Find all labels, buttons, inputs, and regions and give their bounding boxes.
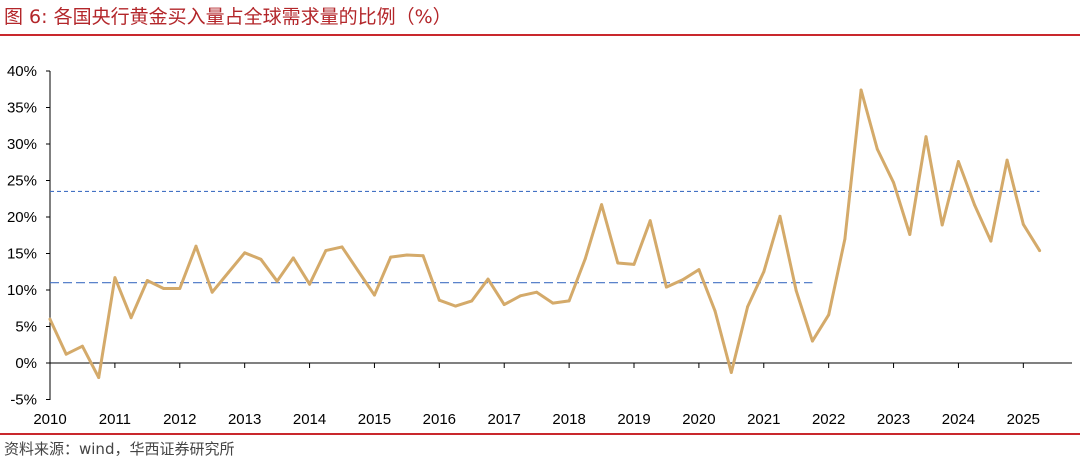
- data-point: [227, 271, 230, 274]
- y-tick-label: -5%: [10, 392, 37, 409]
- data-point: [275, 279, 279, 283]
- data-point: [892, 181, 895, 185]
- x-tick-label: 2012: [163, 411, 196, 428]
- y-tick-label: 5%: [15, 319, 37, 336]
- data-point: [632, 263, 636, 266]
- data-point: [665, 285, 668, 289]
- x-tick-label: 2023: [877, 411, 910, 428]
- x-tick-label: 2020: [682, 411, 715, 428]
- y-tick-label: 20%: [7, 209, 37, 226]
- y-tick-label: 35%: [7, 100, 37, 117]
- data-point: [113, 276, 117, 279]
- x-tick-label: 2017: [488, 411, 521, 428]
- data-point: [259, 257, 263, 261]
- data-point: [648, 219, 652, 223]
- data-point: [811, 339, 814, 343]
- data-point: [340, 245, 344, 249]
- y-tick-label: 40%: [7, 63, 37, 80]
- x-tick-label: 2016: [423, 411, 456, 428]
- data-point: [940, 223, 944, 227]
- data-point: [843, 237, 847, 241]
- data-point: [373, 293, 376, 297]
- data-point: [243, 251, 247, 255]
- x-tick-label: 2019: [617, 411, 650, 428]
- data-point: [454, 304, 457, 308]
- data-point: [729, 371, 733, 374]
- data-point: [210, 290, 214, 294]
- series-line: [48, 88, 1042, 380]
- x-tick-label: 2010: [33, 411, 66, 428]
- data-point: [308, 282, 311, 286]
- data-point: [957, 160, 960, 163]
- x-tick-label: 2014: [293, 411, 326, 428]
- data-point: [356, 269, 360, 273]
- y-tick-label: 10%: [7, 282, 37, 299]
- data-point: [97, 376, 101, 379]
- data-point: [405, 253, 409, 257]
- data-point: [437, 298, 441, 302]
- reference-lines: [50, 190, 1040, 284]
- data-point: [81, 344, 84, 348]
- data-point: [194, 244, 198, 248]
- top-rule: [0, 34, 1080, 36]
- data-point: [64, 352, 68, 356]
- y-tick-label: 15%: [7, 246, 37, 263]
- data-point: [519, 294, 522, 298]
- data-point: [421, 254, 425, 258]
- data-point: [973, 203, 977, 207]
- data-point: [697, 268, 701, 271]
- data-point: [583, 257, 587, 260]
- data-point: [162, 287, 166, 290]
- series-group: [48, 88, 1042, 380]
- data-point: [129, 316, 133, 320]
- data-point: [875, 147, 879, 151]
- data-point: [600, 203, 603, 207]
- x-tick-label: 2015: [358, 411, 391, 428]
- source-note: 资料来源：wind，华西证券研究所: [4, 440, 235, 458]
- data-point: [567, 299, 571, 303]
- x-tick-label: 2022: [812, 411, 845, 428]
- y-tick-label: 25%: [7, 173, 37, 190]
- data-point: [1005, 158, 1009, 162]
- data-point: [535, 290, 539, 294]
- data-point: [794, 289, 798, 293]
- y-axis: -5% 0% 5% 10% 15% 20% 25% 30% 35% 40%: [7, 63, 51, 409]
- data-point: [746, 305, 749, 309]
- data-point: [1038, 249, 1041, 253]
- data-point: [681, 278, 685, 282]
- data-point: [291, 256, 295, 260]
- x-tick-label: 2024: [942, 411, 975, 428]
- y-tick-label: 0%: [15, 355, 37, 372]
- x-tick-label: 2021: [747, 411, 780, 428]
- chart-title: 图 6: 各国央行黄金买入量占全球需求量的比例（%）: [4, 6, 452, 28]
- data-point: [486, 277, 490, 281]
- data-point: [989, 239, 993, 243]
- data-point: [502, 303, 506, 306]
- x-tick-label: 2011: [99, 411, 131, 428]
- data-point: [762, 270, 766, 274]
- data-point: [778, 214, 782, 218]
- x-tick-label: 2018: [552, 411, 585, 428]
- data-point: [145, 279, 149, 282]
- data-point: [924, 135, 928, 139]
- data-point: [324, 249, 328, 253]
- y-tick-label: 30%: [7, 136, 37, 153]
- data-point: [389, 255, 393, 259]
- x-tick-label: 2025: [1007, 411, 1040, 428]
- data-point: [616, 261, 620, 265]
- data-point: [908, 233, 912, 236]
- bottom-rule: [0, 433, 1080, 435]
- data-point: [470, 299, 474, 303]
- data-point: [48, 317, 52, 321]
- data-point: [551, 301, 555, 305]
- data-point: [859, 88, 863, 92]
- x-axis: 2010 2011 2012 2013 2014 2015 2016 2017 2018 2019…: [33, 362, 1072, 428]
- data-point: [827, 313, 831, 317]
- x-tick-label: 2013: [228, 411, 261, 428]
- data-point: [178, 287, 182, 290]
- data-point: [1021, 222, 1025, 226]
- data-point: [713, 309, 717, 313]
